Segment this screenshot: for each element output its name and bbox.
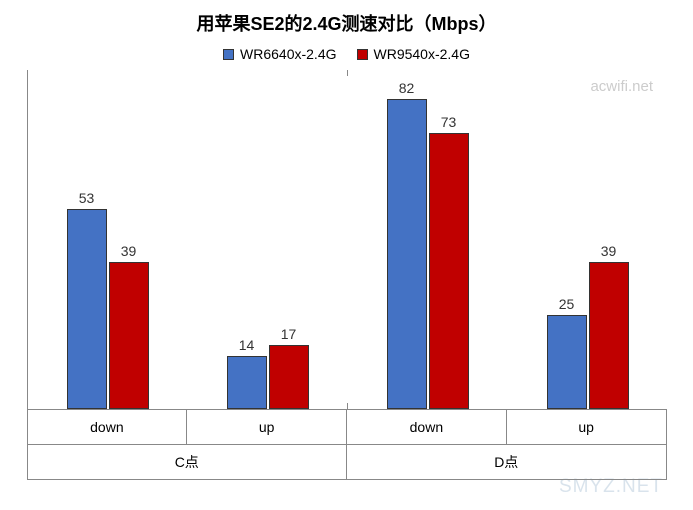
bar: 14 bbox=[227, 356, 267, 409]
x-label-4: up bbox=[507, 410, 667, 445]
top-divider-tick bbox=[347, 70, 348, 76]
chart-container: 用苹果SE2的2.4G测速对比（Mbps） WR6640x-2.4G WR954… bbox=[0, 0, 693, 510]
legend-label-1: WR6640x-2.4G bbox=[240, 46, 336, 62]
x-axis: down up down up C点 D点 bbox=[27, 410, 667, 480]
x-parent-2: D点 bbox=[347, 445, 667, 480]
bar: 73 bbox=[429, 133, 469, 409]
chart-title: 用苹果SE2的2.4G测速对比（Mbps） bbox=[20, 10, 673, 36]
bar: 25 bbox=[547, 315, 587, 409]
x-label-3: down bbox=[347, 410, 507, 445]
bar: 17 bbox=[269, 345, 309, 409]
center-tick bbox=[347, 403, 348, 409]
bar: 39 bbox=[109, 262, 149, 409]
bar-value-label: 17 bbox=[281, 326, 297, 342]
bar-value-label: 14 bbox=[239, 337, 255, 353]
bar-value-label: 25 bbox=[559, 296, 575, 312]
bar-group: 5339 bbox=[67, 209, 149, 409]
x-axis-row-sub: down up down up bbox=[27, 410, 667, 445]
bar: 82 bbox=[387, 99, 427, 409]
bar: 53 bbox=[67, 209, 107, 409]
bar-value-label: 82 bbox=[399, 80, 415, 96]
legend-box-1 bbox=[223, 49, 234, 60]
bar-group: 2539 bbox=[547, 262, 629, 409]
legend-box-2 bbox=[357, 49, 368, 60]
bar-value-label: 53 bbox=[79, 190, 95, 206]
bar: 39 bbox=[589, 262, 629, 409]
x-label-1: down bbox=[28, 410, 188, 445]
x-parent-1: C点 bbox=[28, 445, 348, 480]
bar-group: 1417 bbox=[227, 345, 309, 409]
bar-value-label: 39 bbox=[601, 243, 617, 259]
x-axis-row-parent: C点 D点 bbox=[27, 445, 667, 480]
bar-value-label: 39 bbox=[121, 243, 137, 259]
bar-group: 8273 bbox=[387, 99, 469, 409]
legend: WR6640x-2.4G WR9540x-2.4G bbox=[20, 46, 673, 62]
legend-item-series1: WR6640x-2.4G bbox=[223, 46, 336, 62]
legend-item-series2: WR9540x-2.4G bbox=[357, 46, 470, 62]
bar-value-label: 73 bbox=[441, 114, 457, 130]
legend-label-2: WR9540x-2.4G bbox=[374, 46, 470, 62]
x-label-2: up bbox=[187, 410, 347, 445]
plot-area: 5339141782732539 bbox=[27, 70, 667, 410]
